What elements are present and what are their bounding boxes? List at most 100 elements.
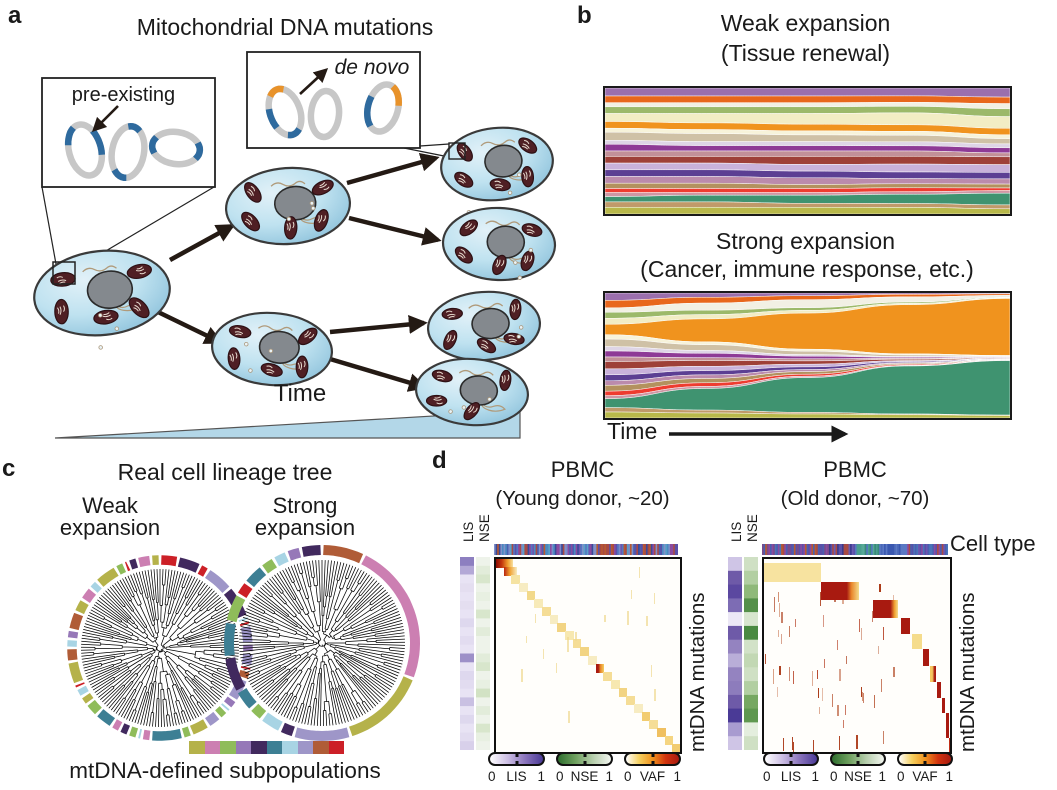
stream-band bbox=[605, 95, 1010, 104]
colorbar-name: VAF bbox=[639, 769, 666, 784]
heatmap-block bbox=[819, 706, 821, 715]
time-arrow bbox=[669, 425, 849, 443]
subpopulation-ring-segment bbox=[116, 563, 127, 575]
annotation-cell bbox=[476, 592, 490, 602]
subpopulation-legend bbox=[189, 741, 344, 754]
subpopulation-ring-segment bbox=[204, 570, 230, 593]
subpopulation-ring-segment bbox=[226, 595, 246, 623]
subpopulation-ring-segment bbox=[87, 699, 102, 715]
annotation-cell bbox=[728, 667, 742, 682]
colorbar-name: LIS bbox=[506, 769, 527, 784]
heatmap-block bbox=[672, 743, 680, 752]
lis-colorbar-labels: 0 LIS 1 bbox=[488, 769, 545, 784]
mitochondrion bbox=[260, 362, 283, 377]
heatmap-block bbox=[823, 658, 825, 669]
subpopulation-ring-segment bbox=[161, 555, 178, 567]
weak-tree-label-2: expansion bbox=[59, 515, 161, 540]
old-title: PBMC bbox=[823, 457, 887, 482]
annotation-cell bbox=[460, 723, 474, 733]
subpopulation-ring-segment bbox=[152, 728, 182, 741]
subpopulation-ring-segment bbox=[138, 555, 151, 568]
subpopulation-ring-segment bbox=[274, 552, 289, 567]
subpopulation-ring-segment bbox=[205, 711, 220, 726]
heatmap-block bbox=[936, 682, 942, 698]
young-subtitle: (Young donor, ~20) bbox=[495, 487, 670, 510]
annotation-cell bbox=[460, 714, 474, 725]
cell bbox=[426, 290, 542, 371]
subpopulation-ring-segment bbox=[142, 729, 151, 741]
subpopulation-ring-segment bbox=[97, 709, 116, 726]
heatmap-block bbox=[555, 663, 558, 674]
time-label-b: Time bbox=[607, 418, 658, 444]
annotation-cell bbox=[476, 714, 490, 725]
cell-type-label: Cell type bbox=[950, 531, 1036, 556]
heatmap-block bbox=[893, 666, 895, 677]
annotation-cell bbox=[744, 625, 758, 641]
heatmap-block bbox=[595, 663, 605, 673]
annotation-cell bbox=[728, 570, 742, 585]
mitochondrion bbox=[227, 347, 241, 370]
heatmap-block bbox=[845, 705, 847, 715]
young-celltype-strip bbox=[494, 544, 678, 555]
heatmap-block bbox=[859, 619, 861, 633]
annotation-cell bbox=[460, 671, 474, 681]
heatmap-block bbox=[781, 612, 783, 624]
nse-colorbar bbox=[830, 752, 886, 766]
heatmap-block bbox=[778, 602, 780, 617]
annotation-cell bbox=[476, 679, 490, 689]
colorbar-max: 1 bbox=[605, 769, 613, 784]
subpopulation-ring-segment bbox=[223, 622, 236, 656]
heatmap-block bbox=[542, 649, 545, 660]
panel-d: d PBMC (Young donor, ~20) LIS NSE mtDNA … bbox=[430, 447, 1057, 790]
lis-colorbar bbox=[763, 752, 819, 766]
heatmap-block bbox=[839, 668, 841, 681]
young-lis-annotation-column bbox=[460, 557, 474, 750]
heatmap-block bbox=[873, 694, 875, 709]
annotation-cell bbox=[728, 736, 742, 750]
stream-band bbox=[605, 88, 1010, 98]
er-squiggle bbox=[270, 180, 306, 187]
heatmap-block bbox=[878, 645, 880, 654]
subpopulation-ring-segment bbox=[215, 706, 227, 718]
mitochondrion bbox=[520, 250, 535, 272]
strong-expansion-subtitle: (Cancer, immune response, etc.) bbox=[640, 256, 974, 282]
colorbar-name: LIS bbox=[780, 769, 802, 784]
mitochondrion bbox=[431, 369, 453, 383]
panel-a-title: Mitochondrial DNA mutations bbox=[136, 14, 434, 40]
division-arrow bbox=[329, 315, 428, 335]
annotation-cell bbox=[476, 565, 490, 575]
subpopulation-ring-segment bbox=[262, 712, 283, 731]
legend-swatch bbox=[313, 741, 329, 754]
annotation-cell bbox=[476, 688, 490, 698]
legend-swatch bbox=[235, 741, 251, 754]
subpopulation-ring-segment bbox=[189, 719, 208, 735]
heatmap-block bbox=[782, 737, 784, 752]
annotation-cell bbox=[476, 723, 490, 733]
annotation-cell bbox=[476, 627, 490, 637]
heatmap-block bbox=[929, 666, 936, 683]
annotation-cell bbox=[728, 625, 742, 641]
annotation-cell bbox=[476, 653, 490, 663]
annotation-cell bbox=[476, 618, 490, 628]
heatmap-block bbox=[774, 597, 776, 612]
heatmap-block bbox=[793, 670, 795, 685]
heatmap-block bbox=[626, 695, 636, 705]
annotation-cell bbox=[460, 609, 474, 619]
heatmap-block bbox=[838, 736, 841, 750]
annotation-cell bbox=[460, 741, 474, 750]
annotation-cell bbox=[744, 598, 758, 613]
vaf-colorbar-labels: 0 VAF 1 bbox=[624, 769, 681, 784]
lis-colorbar bbox=[488, 752, 545, 766]
annotation-cell bbox=[744, 722, 758, 737]
subpopulation-ring-segment bbox=[129, 726, 139, 738]
mitochondrion bbox=[463, 402, 481, 421]
heatmap-block bbox=[818, 687, 820, 699]
subpopulation-ring-segment bbox=[77, 685, 89, 696]
annotation-cell bbox=[460, 706, 474, 716]
annotation-cell bbox=[460, 565, 474, 575]
subpopulation-ring-segment bbox=[67, 649, 78, 661]
heatmap-block bbox=[862, 692, 865, 703]
heatmap-block bbox=[557, 623, 567, 633]
heatmap-block bbox=[627, 610, 629, 625]
